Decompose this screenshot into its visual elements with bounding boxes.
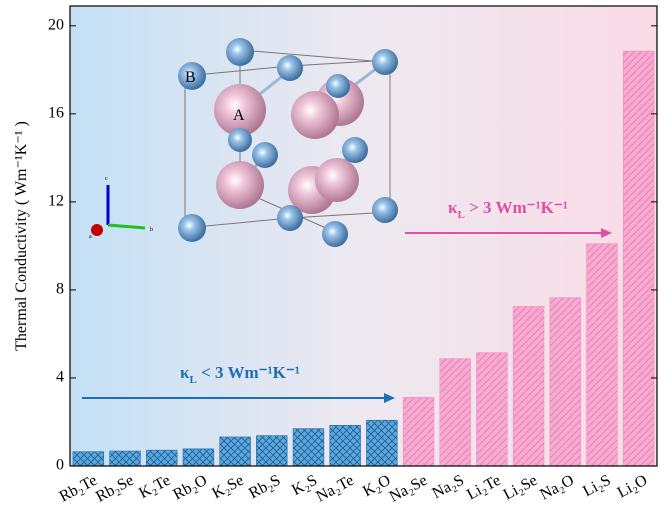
bar — [403, 397, 434, 466]
inset-axis-label: c — [105, 176, 108, 182]
x-tick-label: K₂Te — [136, 472, 173, 502]
annotation-text: > 3 Wm⁻¹K⁻¹ — [465, 198, 568, 217]
bar — [73, 452, 104, 466]
bar — [440, 359, 471, 466]
y-tick-label: 8 — [56, 281, 64, 298]
bar — [366, 420, 397, 466]
y-tick-label: 0 — [56, 457, 64, 474]
x-tick-label: Li₂O — [615, 472, 651, 502]
y-axis-label: Thermal Conductivity ( Wm⁻¹K⁻¹ ) — [13, 121, 30, 351]
bar — [476, 353, 507, 466]
bar — [183, 449, 214, 466]
bar — [293, 429, 324, 466]
y-tick-label: 12 — [48, 193, 64, 210]
x-tick-label: Na₂Se — [387, 472, 431, 506]
x-tick-label: Rb₂O — [170, 472, 210, 504]
atom-label: B — [185, 69, 196, 86]
bar — [587, 244, 618, 466]
atom-label: A — [233, 107, 245, 124]
x-tick-label: Li₂S — [580, 472, 613, 500]
bar — [110, 451, 141, 466]
x-tick-label: Rb₂Se — [93, 472, 137, 506]
x-tick-label: Rb₂S — [246, 472, 283, 503]
bar — [330, 425, 361, 466]
bar — [256, 436, 287, 466]
x-tick-label: Li₂Te — [464, 472, 503, 504]
bar — [623, 51, 654, 466]
chart: A B a b c Thermal Conductivity ( Wm⁻¹K⁻¹… — [0, 0, 672, 517]
inset-axis-label: a — [89, 234, 92, 240]
x-tick-label: Li₂Se — [501, 472, 541, 504]
bar — [146, 450, 177, 466]
x-tick-label: Rb₂Te — [57, 472, 100, 506]
y-tick-label: 16 — [48, 105, 64, 122]
x-tick-label: Na₂O — [537, 472, 577, 504]
y-tick-label: 4 — [56, 369, 64, 386]
inset-axis-label: b — [150, 227, 153, 233]
bar — [550, 298, 581, 466]
bar — [513, 306, 544, 466]
x-tick-label: Na₂Te — [313, 472, 356, 506]
annotation-subscript: L — [457, 209, 464, 221]
x-tick-label: K₂Se — [209, 472, 246, 503]
y-tick-label: 20 — [48, 16, 64, 33]
x-tick-label: Na₂S — [430, 472, 467, 503]
bar — [220, 437, 251, 466]
annotation-subscript: L — [189, 374, 196, 386]
annotation-text: < 3 Wm⁻¹K⁻¹ — [197, 363, 300, 382]
